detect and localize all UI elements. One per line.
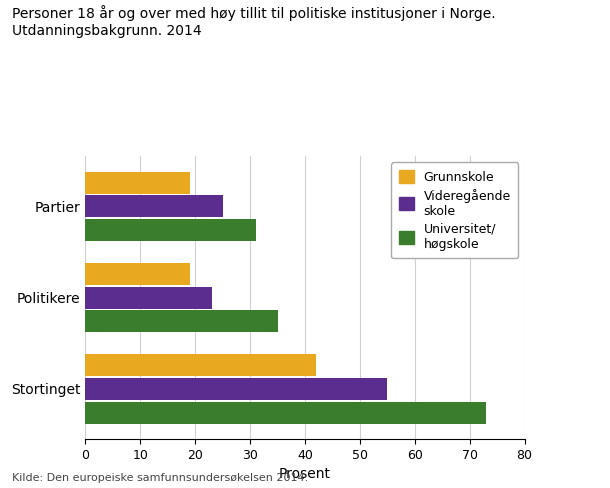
Legend: Grunnskole, Videregående
skole, Universitet/
høgskole: Grunnskole, Videregående skole, Universi… [391,163,518,258]
Bar [85,263,190,285]
Bar [85,378,387,400]
Bar [85,402,486,424]
Bar [85,287,212,308]
Text: Personer 18 år og over med høy tillit til politiske institusjoner i Norge.
Utdan: Personer 18 år og over med høy tillit ti… [12,5,496,38]
X-axis label: Prosent: Prosent [279,468,331,482]
Bar [85,354,316,376]
Bar [85,172,190,194]
Bar [85,219,256,241]
Bar [85,195,223,217]
Text: Kilde: Den europeiske samfunnsundersøkelsen 2014.: Kilde: Den europeiske samfunnsundersøkel… [12,473,309,483]
Bar [85,310,278,332]
